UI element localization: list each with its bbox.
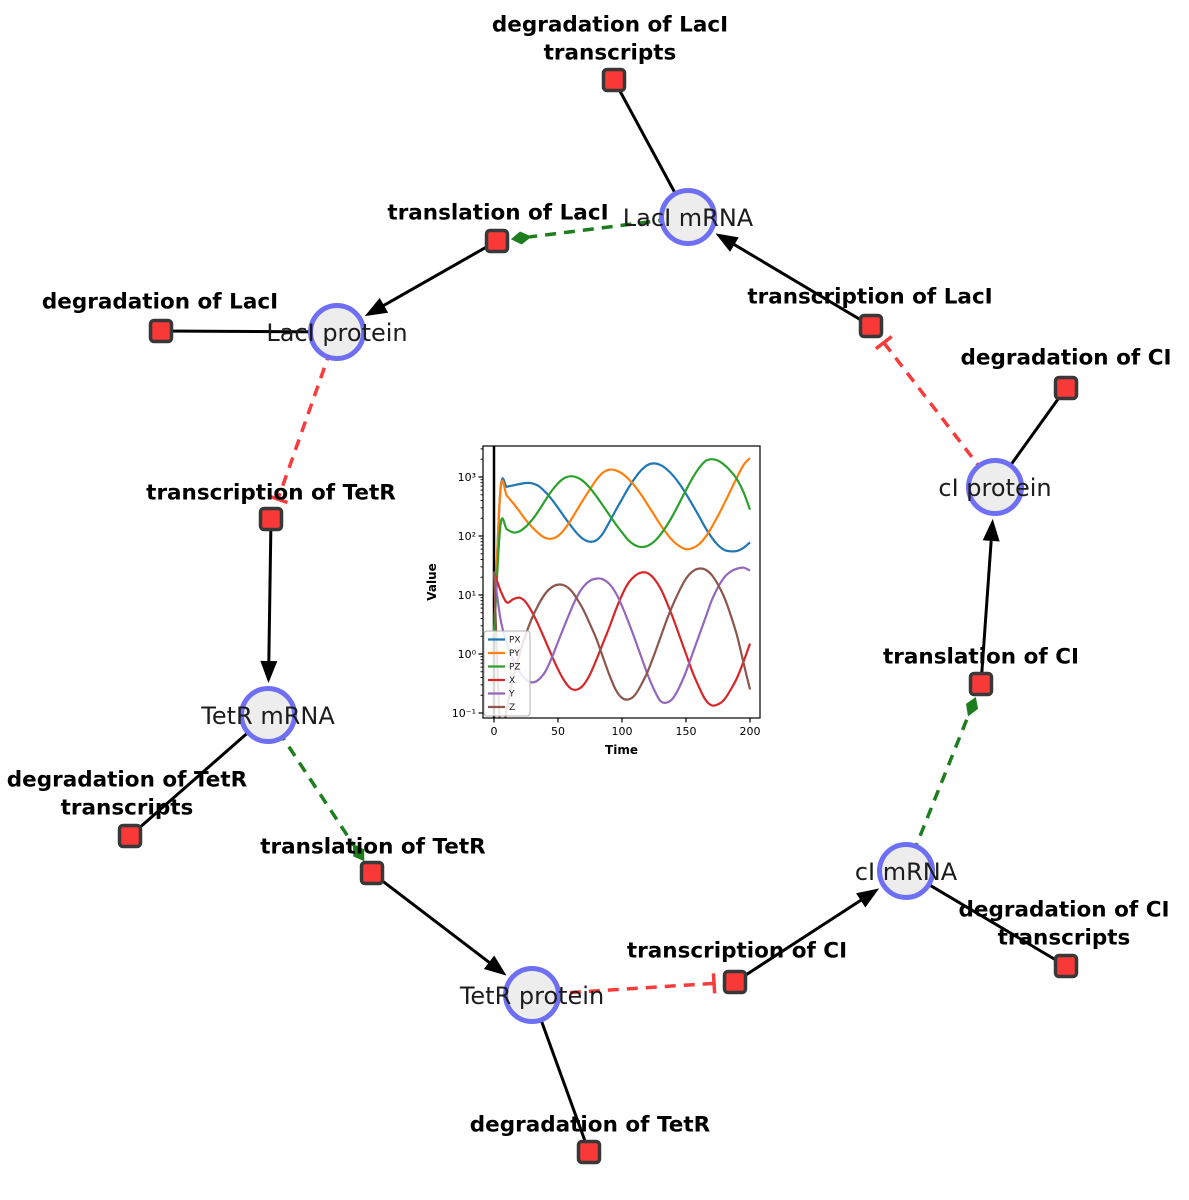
edge-consumption-tetr_mrna-to-deg_tetr_tx bbox=[129, 713, 269, 838]
edge-production-transl_laci-to-laci_protein bbox=[378, 239, 498, 310]
y-tick-label: 10⁻¹ bbox=[452, 707, 476, 720]
reaction-label-deg_ci_tx-line2: transcripts bbox=[998, 926, 1131, 951]
legend-label-PZ: PZ bbox=[509, 663, 521, 673]
species-node-laci_mrna bbox=[659, 188, 717, 246]
nodes-layer bbox=[117, 67, 1079, 1165]
reaction-node-deg_laci_tx bbox=[601, 67, 627, 93]
chart-background bbox=[412, 432, 782, 772]
edge-inhibition-laci_protein-to-txn_tetr-tbar bbox=[267, 494, 289, 505]
species-node-laci_protein bbox=[308, 303, 366, 361]
species-label-tetr_protein: TetR protein bbox=[459, 982, 604, 1010]
chart-series-PZ bbox=[492, 458, 752, 637]
reaction-node-deg_ci_tx bbox=[1053, 953, 1079, 979]
reaction-node-txn_laci bbox=[858, 313, 884, 339]
legend-label-Z: Z bbox=[509, 703, 515, 713]
edge-production-transl_tetr-to-tetr_protein bbox=[371, 871, 494, 967]
reaction-label-deg_laci_tx-line1: degradation of LacI bbox=[492, 13, 728, 38]
y-tick-label: 10² bbox=[458, 530, 476, 543]
species-label-laci_mrna: LacI mRNA bbox=[623, 204, 754, 232]
reaction-node-deg_ci bbox=[1053, 375, 1079, 401]
reaction-label-deg_tetr_tx-line2: transcripts bbox=[61, 796, 194, 821]
reaction-node-txn_tetr bbox=[258, 506, 284, 532]
x-tick-label: 100 bbox=[612, 725, 633, 738]
reaction-label-txn_tetr-line1: transcription of TetR bbox=[146, 481, 396, 506]
edge-inhibition-ci_protein-to-txn_laci-tbar bbox=[874, 335, 893, 351]
x-axis-label: Time bbox=[605, 743, 638, 757]
edge-production-txn_laci-to-laci_mrna bbox=[729, 240, 872, 328]
edge-inhibition-tetr_protein-to-txn_ci-tbar bbox=[711, 973, 717, 994]
edge-production-txn_ci-to-ci_mrna-arrowhead bbox=[856, 888, 880, 908]
timeseries-chart-svg: 0 50 100 150 20010⁻¹10⁰10¹10²10³TimeValuePXP… bbox=[412, 432, 782, 772]
reaction-label-deg_laci_tx-line2: transcripts bbox=[544, 41, 677, 66]
legend-label-Y: Y bbox=[508, 690, 515, 700]
edge-production-txn_laci-to-laci_mrna-arrowhead bbox=[715, 233, 739, 252]
reaction-label-deg_ci-line1: degradation of CI bbox=[961, 346, 1172, 371]
reaction-node-txn_ci bbox=[722, 969, 748, 995]
edge-inhibition-tetr_protein-to-txn_ci bbox=[531, 981, 715, 997]
chart-plot-area bbox=[492, 446, 752, 718]
species-label-tetr_mrna: TetR mRNA bbox=[200, 702, 335, 730]
chart-series-PY bbox=[492, 457, 751, 637]
reaction-node-deg_laci bbox=[148, 318, 174, 344]
reaction-label-txn_ci-line1: transcription of CI bbox=[627, 939, 847, 964]
y-tick-label: 10³ bbox=[458, 471, 476, 484]
reaction-label-deg_ci_tx-line1: degradation of CI bbox=[959, 898, 1170, 923]
y-tick-label: 10⁰ bbox=[458, 648, 477, 661]
legend-label-X: X bbox=[509, 676, 515, 686]
reaction-label-transl_laci-line1: translation of LacI bbox=[387, 201, 608, 226]
edge-modifier-ci_mrna-to-transl_ci-diamond bbox=[966, 696, 979, 717]
x-tick-label: 0 bbox=[491, 725, 498, 738]
reaction-label-transl_ci-line1: translation of CI bbox=[883, 645, 1079, 670]
edge-consumption-laci_protein-to-deg_laci bbox=[160, 329, 338, 334]
species-label-ci_mrna: cI mRNA bbox=[855, 858, 958, 886]
edge-production-txn_ci-to-ci_mrna bbox=[734, 896, 866, 984]
reaction-node-transl_ci bbox=[968, 671, 994, 697]
edge-inhibition-laci_protein-to-txn_tetr bbox=[276, 331, 339, 500]
species-node-tetr_protein bbox=[503, 966, 561, 1024]
edge-production-txn_tetr-to-tetr_mrna bbox=[267, 518, 273, 667]
reaction-node-deg_tetr bbox=[576, 1139, 602, 1165]
edge-production-txn_tetr-to-tetr_mrna-arrowhead bbox=[260, 660, 278, 684]
y-tick-label: 10¹ bbox=[458, 589, 476, 602]
x-tick-label: 200 bbox=[740, 725, 761, 738]
chart-legend: PX PY PZ XYZ bbox=[483, 630, 531, 717]
edge-production-transl_tetr-to-tetr_protein-arrowhead bbox=[483, 955, 507, 976]
chart-series-Y bbox=[492, 566, 751, 704]
chart-series-X bbox=[492, 571, 752, 707]
edge-consumption-ci_mrna-to-deg_ci_tx bbox=[905, 869, 1067, 968]
edge-production-transl_ci-to-ci_protein-arrowhead bbox=[982, 518, 1000, 542]
reaction-label-deg_tetr_tx-line1: degradation of TetR bbox=[7, 768, 248, 793]
reaction-label-deg_laci-line1: degradation of LacI bbox=[42, 290, 278, 315]
chart-series-Z bbox=[492, 567, 752, 718]
reaction-label-transl_tetr-line1: translation of TetR bbox=[260, 835, 486, 860]
reaction-node-transl_tetr bbox=[359, 860, 385, 886]
species-node-tetr_mrna bbox=[239, 686, 297, 744]
edge-modifier-tetr_mrna-to-transl_tetr-diamond bbox=[352, 843, 365, 862]
species-label-ci_protein: cI protein bbox=[938, 474, 1051, 502]
reaction-label-deg_tetr-line1: degradation of TetR bbox=[470, 1113, 711, 1138]
legend-box bbox=[483, 630, 531, 717]
reaction-node-deg_tetr_tx bbox=[117, 823, 143, 849]
y-axis-label: Value bbox=[425, 563, 439, 601]
edge-production-transl_ci-to-ci_protein bbox=[979, 535, 994, 685]
species-node-ci_mrna bbox=[877, 842, 935, 900]
labels-layer: degradation of LacI transcripts translatio… bbox=[7, 13, 1172, 1138]
reaction-node-transl_laci bbox=[484, 228, 510, 254]
edge-modifier-laci_mrna-to-transl_laci-diamond bbox=[510, 231, 532, 245]
legend-label-PY: PY bbox=[509, 649, 520, 659]
x-tick-label: 150 bbox=[676, 725, 697, 738]
x-tick-label: 50 bbox=[551, 725, 565, 738]
legend-label-PX: PX bbox=[509, 636, 521, 646]
reaction-label-txn_laci-line1: transcription of LacI bbox=[747, 285, 992, 310]
chart-series-PX bbox=[492, 462, 751, 637]
species-node-ci_protein bbox=[966, 458, 1024, 516]
edge-production-transl_laci-to-laci_protein-arrowhead bbox=[364, 297, 389, 317]
timeseries-inset: 0 50 100 150 200 10⁻¹ 10⁰ 10¹ 10² 10³ Time Value PX P… bbox=[412, 432, 782, 772]
species-label-laci_protein: LacI protein bbox=[266, 319, 407, 347]
